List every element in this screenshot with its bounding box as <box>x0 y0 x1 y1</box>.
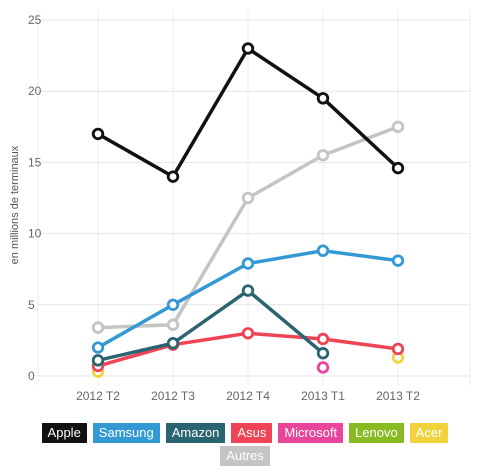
data-point-samsung <box>166 298 180 312</box>
data-point-apple <box>391 161 405 175</box>
data-point-microsoft <box>316 361 330 374</box>
data-point-autres <box>316 149 330 162</box>
x-tick-label: 2012 T2 <box>76 389 120 403</box>
data-point-apple <box>241 42 255 55</box>
data-point-samsung <box>91 341 105 354</box>
series-apple <box>91 42 405 183</box>
legend-item-acer[interactable]: Acer <box>409 423 449 443</box>
legend-item-amazon[interactable]: Amazon <box>165 423 226 443</box>
x-tick-label: 2012 T3 <box>151 389 195 403</box>
data-point-asus <box>241 327 255 340</box>
y-axis: 0 5 10 15 20 25 <box>28 13 42 383</box>
series-line-amazon <box>97 288 325 363</box>
y-tick-label: 15 <box>28 155 42 169</box>
data-point-apple <box>166 170 180 183</box>
data-point-asus <box>391 342 405 356</box>
legend-item-autres[interactable]: Autres <box>220 446 270 466</box>
legend-item-microsoft[interactable]: Microsoft <box>278 423 344 443</box>
y-tick-label: 0 <box>28 369 35 383</box>
series-microsoft <box>316 361 330 374</box>
x-tick-label: 2012 T4 <box>226 389 270 403</box>
legend-item-lenovo[interactable]: Lenovo <box>349 423 404 443</box>
chart-series <box>91 42 405 378</box>
data-point-autres <box>166 318 180 331</box>
data-point-samsung <box>391 254 405 267</box>
y-axis-label: en millions de terminaux <box>9 145 21 264</box>
legend: Apple Samsung Amazon Asus Microsoft Lenovo Ace… <box>0 423 490 443</box>
data-point-amazon <box>316 347 330 360</box>
legend-item-samsung[interactable]: Samsung <box>92 423 160 443</box>
series-samsung <box>91 244 405 354</box>
legend-item-asus[interactable]: Asus <box>231 423 273 443</box>
y-tick-label: 20 <box>28 84 42 98</box>
legend-item-apple[interactable]: Apple <box>41 423 87 443</box>
data-point-apple <box>316 92 330 105</box>
y-tick-label: 5 <box>28 298 35 312</box>
x-tick-label: 2013 T1 <box>301 389 345 403</box>
data-point-amazon <box>91 354 105 367</box>
x-tick-label: 2013 T2 <box>376 389 420 403</box>
legend-row-2: Autres <box>0 446 490 466</box>
series-amazon <box>91 284 330 367</box>
series-autres <box>91 120 405 334</box>
data-point-apple <box>91 127 105 141</box>
data-point-asus <box>316 332 330 346</box>
data-point-amazon <box>166 337 180 350</box>
data-point-autres <box>241 191 255 205</box>
data-point-samsung <box>241 257 255 270</box>
data-point-autres <box>91 321 105 334</box>
x-axis: 2012 T2 2012 T3 2012 T4 2013 T1 2013 T2 <box>76 389 420 403</box>
chart-grid <box>37 10 471 385</box>
data-point-autres <box>391 120 405 134</box>
data-point-amazon <box>241 284 255 297</box>
data-point-samsung <box>316 244 330 257</box>
y-tick-label: 25 <box>28 13 42 27</box>
y-tick-label: 10 <box>28 227 42 241</box>
